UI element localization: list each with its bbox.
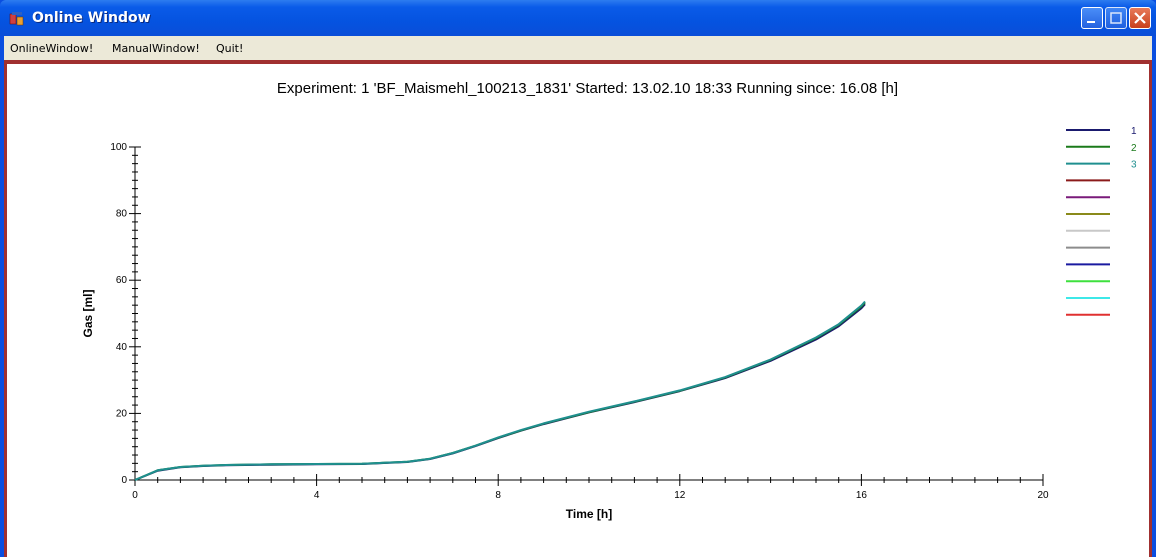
maximize-icon [1110,12,1122,24]
chart-area [7,64,1149,557]
x-tick-label: 4 [314,490,320,501]
y-tick-label: 40 [116,342,128,353]
minimize-button[interactable] [1081,7,1103,29]
minimize-icon [1087,21,1095,23]
app-icon [9,12,24,26]
x-tick-label: 0 [132,490,138,501]
y-tick-label: 0 [121,475,127,486]
window-title: Online Window [32,10,151,26]
menu-bar: OnlineWindow! ManualWindow! Quit! [4,36,1152,60]
y-tick-label: 20 [116,408,128,419]
title-bar[interactable]: Online Window [0,0,1156,36]
legend-label: 3 [1131,160,1137,171]
y-axis-label: Gas [ml] [81,289,95,337]
series-line-3 [134,300,866,481]
menu-manual-window[interactable]: ManualWindow! [112,42,200,55]
legend-label: 1 [1131,126,1137,137]
legend-label: 2 [1131,143,1137,154]
series-line-1 [134,303,866,481]
y-tick-label: 100 [110,142,127,153]
menu-online-window[interactable]: OnlineWindow! [10,42,94,55]
x-tick-label: 20 [1037,490,1049,501]
y-tick-label: 80 [116,209,128,220]
x-tick-label: 16 [856,490,868,501]
chart-title: Experiment: 1 'BF_Maismehl_100213_1831' … [276,80,899,97]
close-button[interactable] [1129,7,1151,29]
x-tick-label: 8 [495,490,501,501]
close-icon [1134,12,1146,24]
maximize-button[interactable] [1105,7,1127,29]
y-tick-label: 60 [116,275,128,286]
x-tick-label: 12 [674,490,686,501]
series-line-2 [134,301,866,481]
x-axis-label: Time [h] [566,507,612,521]
menu-quit[interactable]: Quit! [216,42,244,55]
